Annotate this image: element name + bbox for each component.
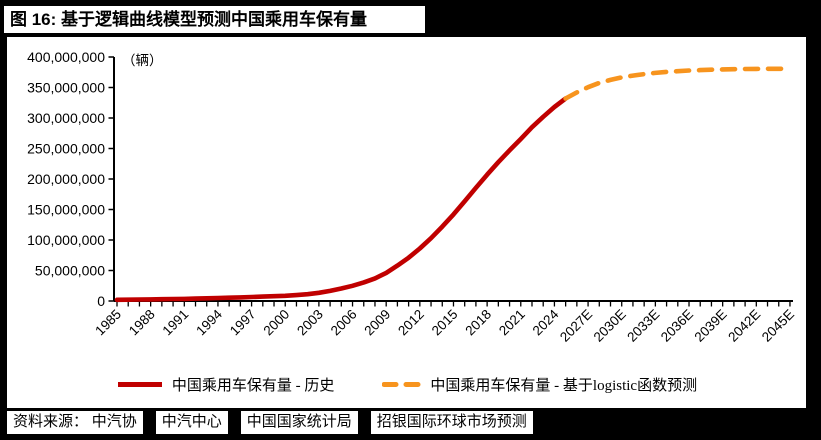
x-tick-label: 2039E — [692, 307, 730, 345]
x-tick-label: 2018 — [462, 307, 494, 339]
legend-label-history: 中国乘用车保有量 - 历史 — [171, 378, 335, 394]
legend-item-forecast: 中国乘用车保有量 - 基于logistic函数预测 — [382, 374, 697, 395]
source-item: 中汽中心 — [155, 411, 228, 434]
legend-solid-line-icon — [117, 382, 162, 387]
y-tick-label: 350,000,000 — [27, 80, 105, 96]
y-axis-unit-label: （辆） — [122, 53, 163, 68]
y-tick-label: 150,000,000 — [27, 202, 105, 218]
y-tick-label: 0 — [97, 293, 105, 309]
x-tick-label: 1997 — [227, 307, 259, 339]
x-tick-label: 2036E — [658, 307, 696, 345]
line-chart: 0 50,000,000 100,000,000 150,000,000 200,000… — [27, 49, 797, 345]
x-tick-label: 2009 — [361, 307, 393, 339]
chart-area: 0 50,000,000 100,000,000 150,000,000 200,000… — [7, 37, 806, 408]
legend-item-history: 中国乘用车保有量 - 历史 — [116, 374, 335, 395]
legend-dashed-line-icon — [382, 382, 423, 387]
x-tick-label: 2030E — [591, 307, 629, 345]
x-tick-label: 2003 — [294, 307, 326, 339]
x-tick-label: 2006 — [328, 307, 360, 339]
source-item: 中国国家统计局 — [240, 411, 358, 434]
x-tick-label: 2021 — [496, 307, 528, 339]
x-tick-label: 2045E — [759, 307, 797, 345]
x-tick-label: 2015 — [429, 307, 461, 339]
x-tick-label: 1994 — [193, 306, 225, 338]
x-tick-label: 2042E — [725, 307, 763, 345]
x-tick-label: 2000 — [261, 307, 293, 339]
y-tick-label: 250,000,000 — [27, 141, 105, 157]
source-item: 招银国际环球市场预测 — [370, 411, 533, 434]
history-series-line — [114, 96, 568, 303]
x-tick-label: 1991 — [160, 307, 192, 339]
x-tick-label: 2027E — [557, 307, 595, 345]
y-tick-label: 100,000,000 — [27, 232, 105, 248]
y-tick-label: 300,000,000 — [27, 110, 105, 126]
x-tick-label: 1985 — [92, 307, 124, 339]
x-tick-label: 2012 — [395, 307, 427, 339]
y-tick-label: 400,000,000 — [27, 49, 105, 65]
x-tick-label: 1988 — [126, 307, 158, 339]
y-tick-label: 200,000,000 — [27, 171, 105, 187]
chart-legend: 中国乘用车保有量 - 历史 中国乘用车保有量 - 基于logistic函数预测 — [7, 374, 806, 395]
figure-title: 图 16: 基于逻辑曲线模型预测中国乘用车保有量 — [4, 6, 425, 33]
source-bar: 资料来源： 中汽协 中汽中心 中国国家统计局 招银国际环球市场预测 — [7, 411, 533, 434]
forecast-series-line — [563, 66, 793, 101]
source-item: 资料来源： 中汽协 — [7, 411, 143, 434]
x-tick-label: 2033E — [624, 307, 662, 345]
legend-label-forecast: 中国乘用车保有量 - 基于logistic函数预测 — [430, 378, 698, 394]
y-tick-label: 50,000,000 — [35, 263, 105, 279]
